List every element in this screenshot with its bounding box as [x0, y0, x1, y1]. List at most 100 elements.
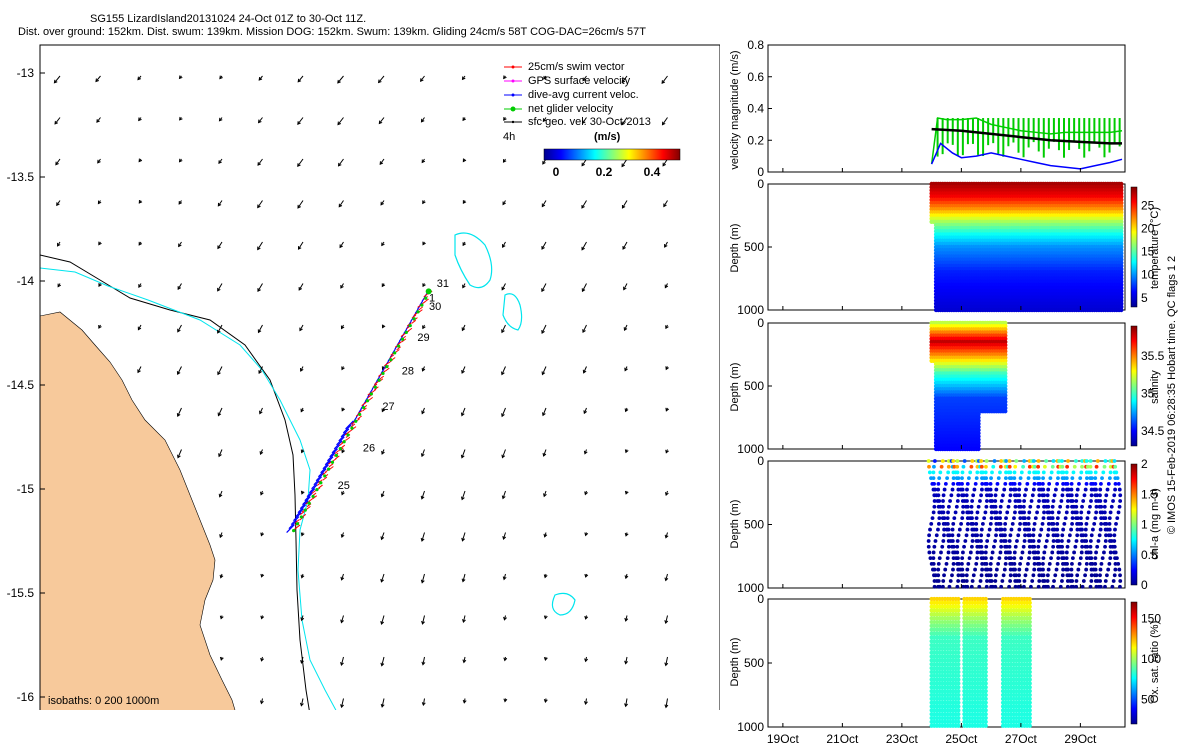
dac-vector [336, 436, 345, 446]
current-arrow [501, 324, 506, 333]
current-arrow-head [621, 121, 625, 126]
current-arrow-head [422, 325, 426, 330]
current-arrow-head [297, 78, 302, 83]
current-arrow-head [461, 578, 466, 583]
current-arrow [300, 656, 304, 664]
current-arrow [625, 656, 628, 664]
swim-vector [328, 463, 334, 468]
current-arrow [422, 656, 425, 665]
current-arrow-head [623, 286, 627, 291]
current-arrow-head [96, 119, 100, 123]
swim-vector [423, 293, 429, 298]
net-velocity-point [373, 385, 377, 389]
current-arrow [298, 283, 304, 291]
y-tick-label: 0 [757, 165, 764, 179]
dac-vector [297, 504, 307, 514]
current-arrow-head [138, 117, 142, 122]
current-arrow-head [661, 121, 666, 126]
current-arrow [257, 158, 263, 166]
current-arrow [259, 407, 263, 414]
current-arrow-head [461, 537, 466, 542]
y-tick-label: 0 [757, 177, 764, 191]
current-arrow [378, 117, 385, 124]
net-velocity-point [393, 351, 397, 355]
current-arrow-head [584, 491, 588, 496]
y-tick-label: 0 [757, 316, 764, 330]
current-arrow-head [137, 326, 142, 331]
net-velocity-point [307, 501, 311, 505]
current-arrow-head [138, 199, 143, 204]
current-arrow-head [299, 368, 304, 372]
day-label: 31 [437, 278, 449, 290]
swim-vector [295, 519, 300, 524]
y-tick-label: -16 [17, 690, 35, 704]
net-velocity-point [408, 323, 412, 328]
current-arrow-head [664, 492, 669, 497]
current-arrow-head [379, 161, 384, 166]
current-arrow-head [219, 656, 224, 661]
current-arrow-head [381, 450, 385, 455]
current-arrow-head [583, 701, 588, 705]
swim-vector [407, 327, 413, 332]
current-arrow [663, 200, 668, 207]
swim-vector [389, 354, 395, 359]
current-arrow-head [218, 493, 223, 498]
current-arrow-head [624, 490, 629, 495]
current-arrow-head [543, 699, 548, 703]
current-arrow [461, 532, 466, 541]
current-arrow-head [300, 490, 305, 495]
current-arrow [339, 241, 344, 248]
current-arrow [177, 449, 182, 458]
y-tick-label: 0.6 [747, 70, 764, 84]
current-arrow-head [381, 324, 386, 329]
current-arrow [337, 117, 344, 125]
current-arrow-head [177, 328, 181, 333]
current-arrow-head [138, 241, 143, 246]
y-tick-label: 0.8 [747, 38, 764, 52]
day-label: 29 [417, 332, 429, 344]
colorbar-tick: 0 [553, 165, 560, 179]
swim-vector [379, 375, 385, 380]
current-arrow-head [340, 704, 344, 709]
current-arrow [421, 573, 425, 583]
reef-outline [454, 232, 493, 289]
current-arrow-head [541, 203, 546, 208]
current-arrow [378, 75, 385, 83]
day-label: 27 [382, 401, 394, 413]
current-arrow-head [53, 79, 58, 84]
current-arrow-head [219, 574, 224, 579]
current-arrow-head [341, 407, 345, 412]
current-arrow [541, 241, 547, 250]
current-arrow [541, 283, 547, 292]
swim-vector [424, 298, 429, 303]
dac-vector [290, 516, 300, 526]
net-velocity-point [311, 494, 315, 499]
current-arrow-head [422, 200, 426, 205]
current-arrow-head [581, 288, 586, 293]
current-arrow-head [377, 79, 382, 84]
current-arrow [422, 615, 425, 625]
current-arrow-head [665, 325, 669, 330]
current-arrow [665, 573, 668, 581]
current-arrow-head [502, 576, 507, 581]
dac-vector [342, 424, 352, 434]
current-arrow-head [582, 369, 587, 374]
swim-vector [345, 436, 351, 441]
swim-vector [385, 367, 390, 372]
current-arrow [581, 200, 587, 209]
y-tick-label: -15 [17, 482, 35, 496]
net-velocity-point [381, 371, 385, 376]
current-arrow [95, 75, 101, 82]
net-velocity-point [385, 364, 389, 369]
current-arrow-head [299, 702, 304, 707]
current-arrow-head [543, 493, 547, 498]
current-arrow-head [300, 617, 305, 622]
current-arrow-head [662, 162, 666, 167]
current-arrow-head [340, 325, 345, 330]
legend-item: GPS surface velocity [528, 75, 631, 87]
current-arrow-head [178, 243, 182, 248]
current-arrow-head [462, 117, 466, 122]
current-arrow [542, 407, 547, 416]
